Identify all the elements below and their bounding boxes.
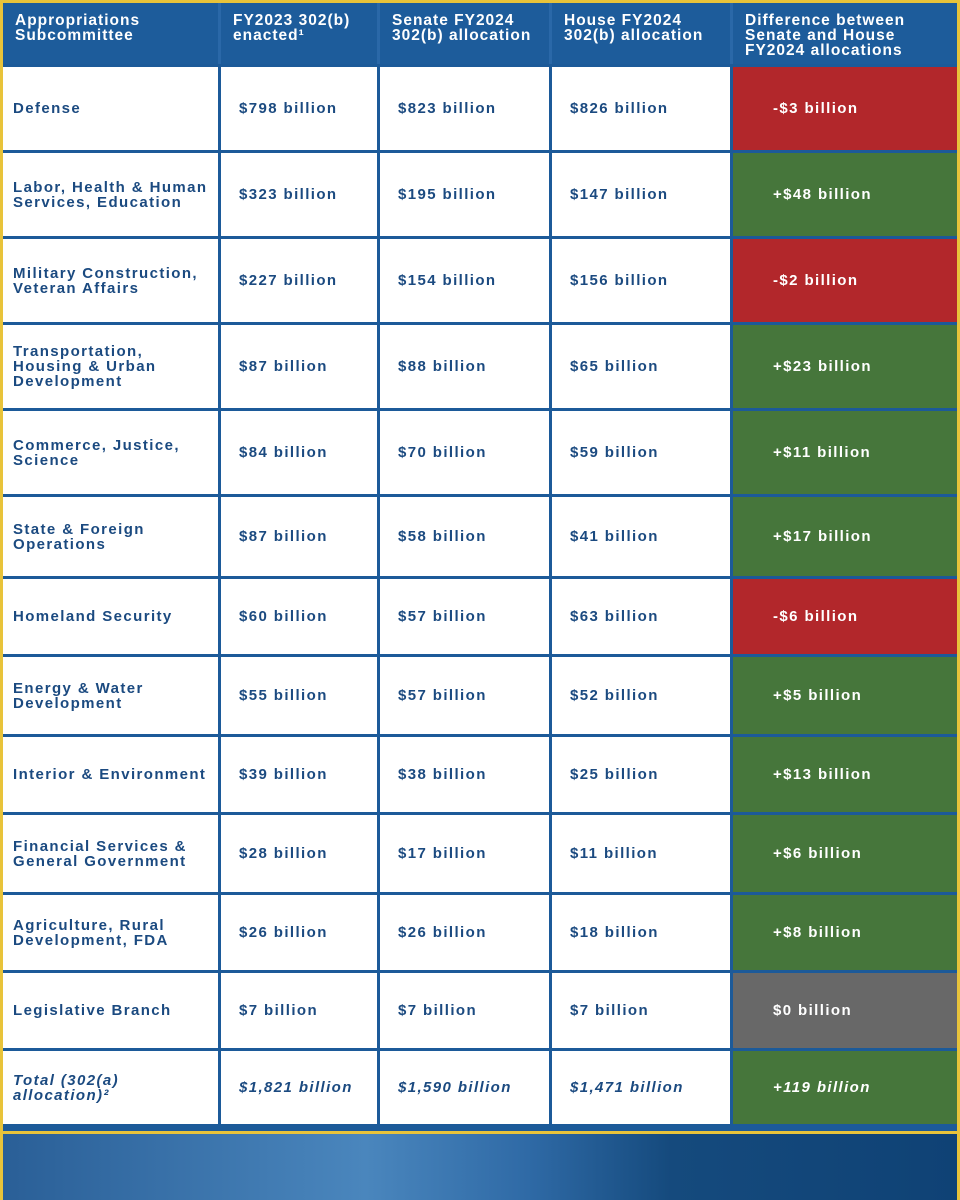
header-difference: Difference between Senate and House FY20…: [733, 3, 957, 64]
table-row: Legislative Branch $7 billion $7 billion $7…: [3, 970, 957, 1048]
senate-cell: $38 billion: [380, 734, 552, 812]
subcommittee-cell: Legislative Branch: [3, 970, 221, 1048]
senate-cell: $7 billion: [380, 970, 552, 1048]
table-row: Commerce, Justice, Science $84 billion $70…: [3, 408, 957, 494]
house-cell: $65 billion: [552, 322, 733, 408]
senate-cell: $70 billion: [380, 408, 552, 494]
senate-cell: $57 billion: [380, 576, 552, 654]
subcommittee-cell: Military Construction, Veteran Affairs: [3, 236, 221, 322]
fy2023-cell: $87 billion: [221, 494, 380, 576]
senate-cell: $57 billion: [380, 654, 552, 734]
senate-cell: $88 billion: [380, 322, 552, 408]
fy2023-cell: $798 billion: [221, 64, 380, 150]
subcommittee-cell: Commerce, Justice, Science: [3, 408, 221, 494]
house-cell: $11 billion: [552, 812, 733, 892]
table-row: Transportation, Housing & Urban Developm…: [3, 322, 957, 408]
fy2023-cell: $60 billion: [221, 576, 380, 654]
senate-cell: $58 billion: [380, 494, 552, 576]
difference-cell: +$8 billion: [733, 892, 957, 970]
header-row: Appropriations Subcommittee FY2023 302(b…: [3, 3, 957, 64]
senate-cell: $26 billion: [380, 892, 552, 970]
senate-cell: $823 billion: [380, 64, 552, 150]
subcommittee-cell: Total (302(a) allocation)²: [3, 1048, 221, 1124]
subcommittee-cell: Defense: [3, 64, 221, 150]
footer-gradient-band: [3, 1131, 957, 1200]
table-row: Military Construction, Veteran Affairs $2…: [3, 236, 957, 322]
difference-cell: +$23 billion: [733, 322, 957, 408]
house-cell: $41 billion: [552, 494, 733, 576]
difference-cell: -$2 billion: [733, 236, 957, 322]
subcommittee-cell: Agriculture, Rural Development, FDA: [3, 892, 221, 970]
house-cell: $826 billion: [552, 64, 733, 150]
senate-cell: $154 billion: [380, 236, 552, 322]
house-cell: $18 billion: [552, 892, 733, 970]
difference-cell: -$6 billion: [733, 576, 957, 654]
house-cell: $7 billion: [552, 970, 733, 1048]
table-row: Agriculture, Rural Development, FDA $26 b…: [3, 892, 957, 970]
senate-cell: $195 billion: [380, 150, 552, 236]
difference-cell: +$5 billion: [733, 654, 957, 734]
fy2023-cell: $87 billion: [221, 322, 380, 408]
subcommittee-cell: Transportation, Housing & Urban Developm…: [3, 322, 221, 408]
difference-cell: +119 billion: [733, 1048, 957, 1124]
table-row: Homeland Security $60 billion $57 billion $…: [3, 576, 957, 654]
total-row: Total (302(a) allocation)² $1,821 billion…: [3, 1048, 957, 1124]
subcommittee-cell: Financial Services & General Government: [3, 812, 221, 892]
house-cell: $63 billion: [552, 576, 733, 654]
house-cell: $156 billion: [552, 236, 733, 322]
fy2023-cell: $7 billion: [221, 970, 380, 1048]
table-row: State & Foreign Operations $87 billion $58…: [3, 494, 957, 576]
difference-cell: +$13 billion: [733, 734, 957, 812]
table-row: Defense $798 billion $823 billion $826 bill…: [3, 64, 957, 150]
table-frame: Appropriations Subcommittee FY2023 302(b…: [3, 3, 957, 1200]
senate-cell: $1,590 billion: [380, 1048, 552, 1124]
house-cell: $52 billion: [552, 654, 733, 734]
fy2023-cell: $84 billion: [221, 408, 380, 494]
table-row: Labor, Health & Human Services, Educatio…: [3, 150, 957, 236]
subcommittee-cell: Homeland Security: [3, 576, 221, 654]
fy2023-cell: $39 billion: [221, 734, 380, 812]
subcommittee-cell: Energy & Water Development: [3, 654, 221, 734]
fy2023-cell: $26 billion: [221, 892, 380, 970]
difference-cell: -$3 billion: [733, 64, 957, 150]
appropriations-table: Appropriations Subcommittee FY2023 302(b…: [3, 3, 957, 1124]
table-row: Energy & Water Development $55 billion $57…: [3, 654, 957, 734]
table-row: Financial Services & General Government $…: [3, 812, 957, 892]
senate-cell: $17 billion: [380, 812, 552, 892]
house-cell: $25 billion: [552, 734, 733, 812]
fy2023-cell: $1,821 billion: [221, 1048, 380, 1124]
house-cell: $147 billion: [552, 150, 733, 236]
table-row: Interior & Environment $39 billion $38 bil…: [3, 734, 957, 812]
difference-cell: $0 billion: [733, 970, 957, 1048]
header-senate-fy2024: Senate FY2024 302(b) allocation: [380, 3, 552, 64]
fy2023-cell: $55 billion: [221, 654, 380, 734]
house-cell: $1,471 billion: [552, 1048, 733, 1124]
subcommittee-cell: Labor, Health & Human Services, Educatio…: [3, 150, 221, 236]
difference-cell: +$11 billion: [733, 408, 957, 494]
subcommittee-cell: State & Foreign Operations: [3, 494, 221, 576]
fy2023-cell: $323 billion: [221, 150, 380, 236]
header-fy2023: FY2023 302(b) enacted¹: [221, 3, 380, 64]
difference-cell: +$17 billion: [733, 494, 957, 576]
fy2023-cell: $28 billion: [221, 812, 380, 892]
difference-cell: +$48 billion: [733, 150, 957, 236]
house-cell: $59 billion: [552, 408, 733, 494]
difference-cell: +$6 billion: [733, 812, 957, 892]
fy2023-cell: $227 billion: [221, 236, 380, 322]
header-subcommittee: Appropriations Subcommittee: [3, 3, 221, 64]
header-house-fy2024: House FY2024 302(b) allocation: [552, 3, 733, 64]
subcommittee-cell: Interior & Environment: [3, 734, 221, 812]
